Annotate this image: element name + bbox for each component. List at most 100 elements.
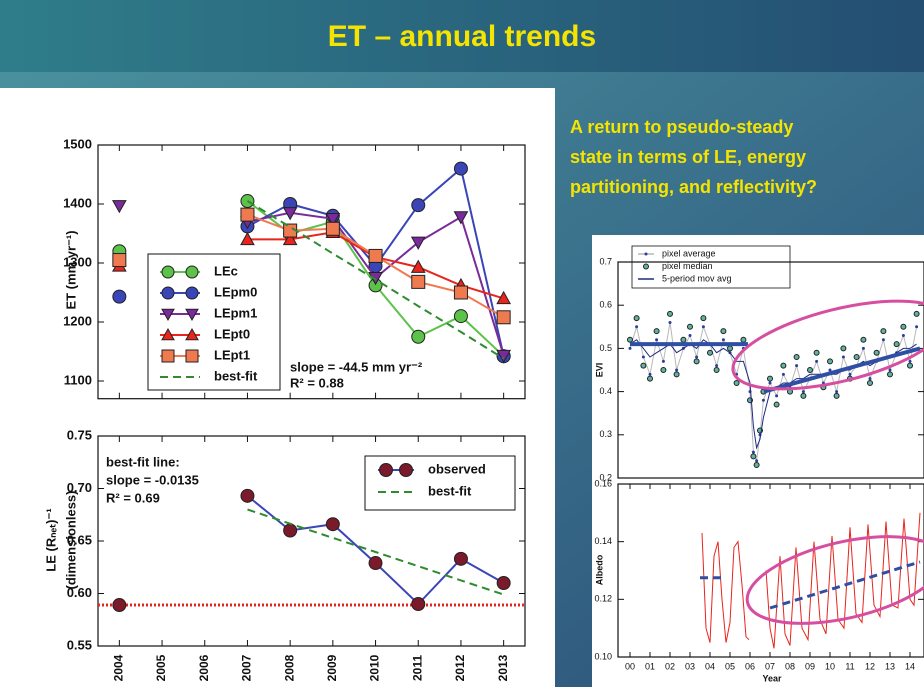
marker [161,349,175,363]
annotation: R² = 0.69 [106,490,160,505]
x-tick-label: 00 [625,661,635,671]
marker [848,372,852,376]
marker [767,375,773,382]
y-tick-label: 0.5 [599,343,612,353]
annotation: best-fit line: [106,454,180,469]
marker [721,338,725,342]
marker [325,213,341,227]
annotation: slope = -44.5 mm yr⁻² [290,359,423,374]
marker [880,328,887,335]
marker [185,327,199,341]
slide-text: partitioning, and reflectivity? [570,177,817,197]
marker [453,161,468,176]
x-tick-label: 04 [705,661,715,671]
y-axis-label: LE (Rₙₑₜ)⁻¹ [43,508,58,571]
marker [775,394,779,398]
series-line [701,512,921,649]
marker [185,286,199,300]
y-tick-label: 1300 [63,254,92,269]
marker [161,265,175,279]
marker [240,207,255,222]
marker [185,265,199,279]
series-line [769,560,921,610]
marker [813,349,820,356]
marker [755,459,759,463]
marker [915,325,919,329]
plot-frame [617,261,924,479]
slide-text: A return to pseudo-steady [570,117,793,137]
marker [800,392,807,399]
marker [751,450,755,454]
series-line [246,200,505,360]
marker [325,221,340,236]
marker [496,290,511,305]
legend-label: best-fit [428,483,472,498]
y-tick-label: 1400 [63,195,92,210]
marker [693,358,700,365]
legend-label: 5-period mov avg [662,273,732,283]
x-tick-label: 2012 [453,654,467,681]
x-axis-label: Year [762,673,782,683]
x-tick-label: 2008 [282,654,296,681]
marker [644,252,648,256]
highlight-ellipse [745,535,924,625]
marker [453,309,468,324]
y-axis-label: (dimensionless) [63,491,78,590]
marker [282,231,298,246]
marker [453,211,469,225]
right-charts: 00 01 02 03 04 05 06 07 08 09 10 11 12 13 14 [617,261,924,671]
marker [750,453,757,460]
annotation: R² = 0.88 [290,375,344,390]
marker [410,236,426,250]
marker [240,488,255,503]
marker [793,354,800,361]
annotation: slope = -0.0135 [106,472,199,487]
legend-label: best-fit [214,368,258,383]
marker [680,336,687,343]
marker [675,368,679,372]
marker [453,285,468,300]
marker [688,333,692,337]
marker [867,379,873,386]
marker [720,328,727,335]
marker [833,392,840,399]
marker [715,364,719,368]
marker [411,597,426,611]
marker [368,556,383,571]
marker [628,346,632,350]
legend-label: LEpt0 [214,326,250,341]
marker [496,310,511,325]
marker [907,362,913,369]
marker [868,377,872,381]
x-tick-label: 2011 [410,655,424,681]
marker [643,263,649,270]
marker [641,355,645,359]
y-axis-label: EVI [594,363,604,378]
marker [368,248,383,263]
legend-label: pixel average [662,248,716,258]
marker [161,308,175,322]
marker [740,336,747,343]
marker [240,194,255,209]
marker [887,371,893,378]
marker [655,338,659,342]
marker [379,463,393,477]
marker [647,375,653,382]
series-line [763,346,921,394]
marker [687,323,693,330]
marker [753,462,760,469]
marker [828,368,832,372]
y-tick-label: 0.7 [599,256,612,266]
marker [795,364,799,368]
marker [761,398,765,402]
series-line [247,508,505,596]
y-tick-label: 0.70 [67,480,92,495]
x-tick-label: 2010 [368,654,382,681]
legend-label: pixel median [662,261,713,271]
legend-label: LEpt1 [214,347,250,362]
plot-frame [97,144,526,400]
marker [801,390,805,394]
marker [861,346,865,350]
x-tick-label: 09 [805,661,815,671]
